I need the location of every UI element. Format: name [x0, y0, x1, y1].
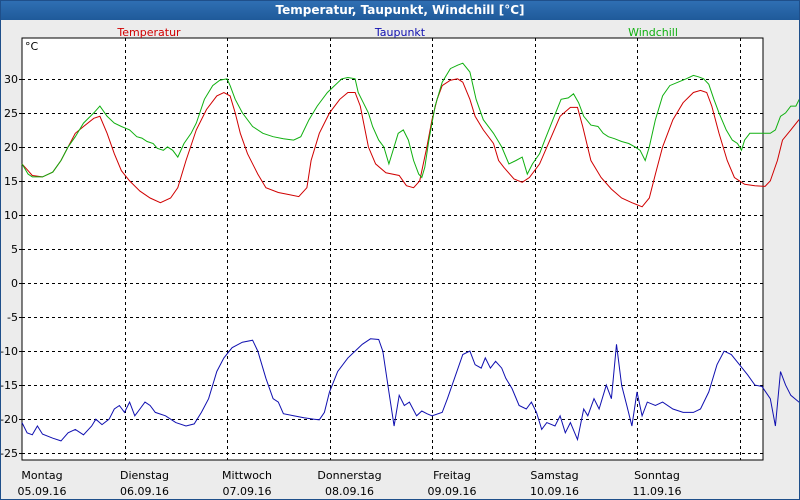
x-label-day: Mittwoch: [222, 469, 272, 482]
legend-entry-taupunkt: Taupunkt: [374, 26, 426, 39]
y-tick-label: 15: [4, 175, 18, 188]
x-label-day: Donnerstag: [317, 469, 381, 482]
series-lines: [21, 62, 799, 442]
y-tick-label: 20: [4, 141, 18, 154]
legend-entry-windchill: Windchill: [628, 26, 678, 39]
y-tick-label: -20: [1, 413, 18, 426]
series-line-windchill: [21, 62, 799, 179]
x-label-date: 05.09.16: [18, 485, 67, 498]
x-label-5: Samstag 10.09.16: [530, 469, 579, 498]
x-label-2: Mittwoch 07.09.16: [222, 469, 272, 498]
y-tick-label: 5: [11, 243, 18, 256]
x-label-1: Dienstag 06.09.16: [120, 469, 169, 498]
x-label-day: Samstag: [530, 469, 578, 482]
y-tick-label: 25: [4, 107, 18, 120]
legend-entry-temperatur: Temperatur: [116, 26, 181, 39]
x-label-date: 06.09.16: [120, 485, 169, 498]
x-label-date: 11.09.16: [633, 485, 682, 498]
x-label-0: Montag 05.09.16: [18, 469, 67, 498]
window-title: Temperatur, Taupunkt, Windchill [°C]: [1, 1, 799, 20]
series-line-temperatur: [21, 78, 799, 208]
x-label-4: Freitag 09.09.16: [428, 469, 477, 498]
y-tick-label: 30: [4, 73, 18, 86]
x-label-date: 09.09.16: [428, 485, 477, 498]
y-axis-unit-label: °C: [25, 40, 39, 53]
x-label-day: Sonntag: [634, 469, 680, 482]
y-tick-label: 0: [11, 277, 18, 290]
y-tick-label: -15: [1, 379, 18, 392]
x-label-day: Montag: [21, 469, 62, 482]
x-axis-labels: Montag 05.09.16 Dienstag 06.09.16 Mittwoch 07…: [18, 469, 682, 498]
y-tick-label: -5: [7, 311, 18, 324]
grid: [22, 38, 763, 460]
x-label-3: Donnerstag 08.09.16: [317, 469, 381, 498]
x-label-date: 08.09.16: [325, 485, 374, 498]
legend: Temperatur Taupunkt Windchill: [116, 26, 678, 39]
x-label-day: Dienstag: [120, 469, 169, 482]
x-label-date: 07.09.16: [223, 485, 272, 498]
y-tick-label: -25: [1, 447, 18, 460]
y-tick-label: -10: [1, 345, 18, 358]
series-line-taupunkt: [21, 338, 799, 442]
x-label-day: Freitag: [433, 469, 471, 482]
plot-area: [21, 37, 764, 461]
x-label-6: Sonntag 11.09.16: [633, 469, 682, 498]
y-axis: 30 25 20 15 10 5 0 -5 -10 -15 -20 -25: [1, 73, 22, 460]
y-tick-label: 10: [4, 209, 18, 222]
x-label-date: 10.09.16: [530, 485, 579, 498]
